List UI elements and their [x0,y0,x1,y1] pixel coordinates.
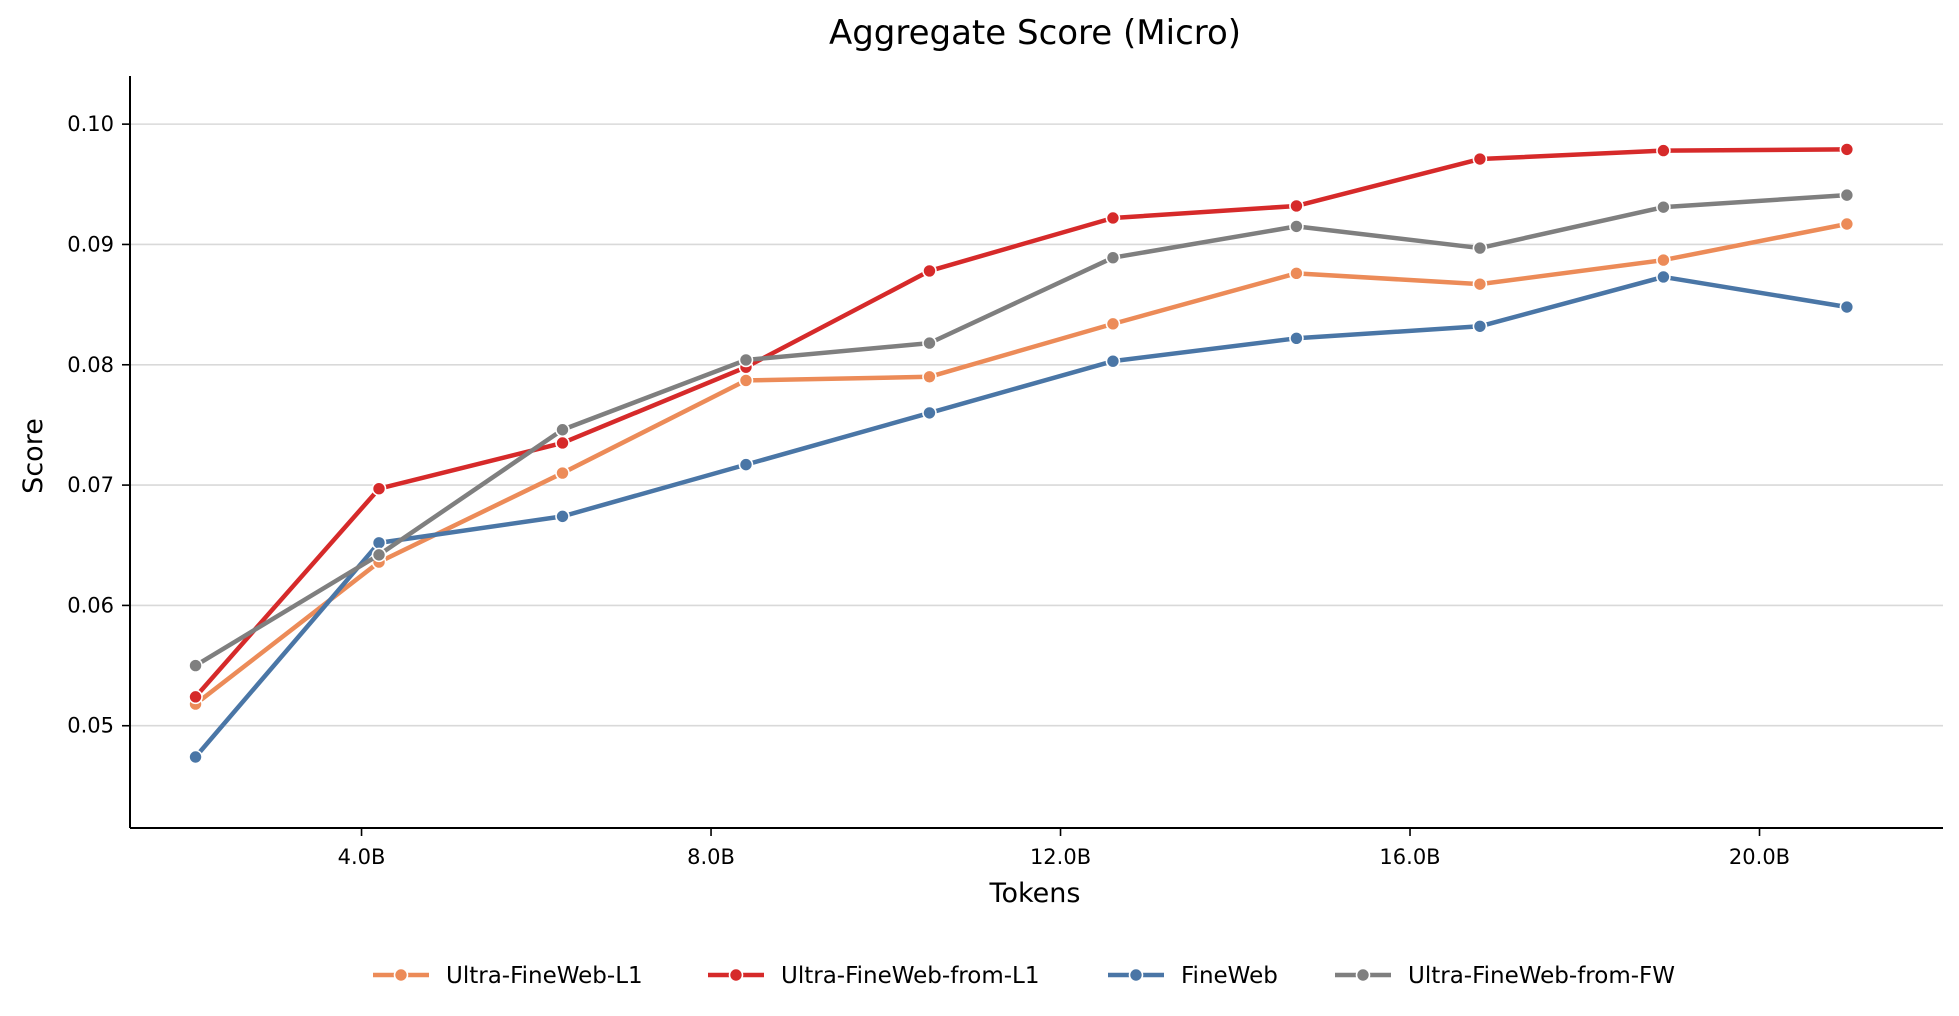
data-point [1289,266,1304,281]
data-point [922,335,937,351]
tick-labels: 0.05 0.06 0.07 0.08 0.09 0.10 4.0B 8.0B 12.0B 16.… [67,112,1790,869]
series-ultra-fineweb-from-fw [188,187,1855,673]
legend-item: FineWeb [1108,963,1278,989]
data-point [371,481,387,496]
x-tick-label: 12.0B [1030,845,1091,869]
data-point [738,373,754,388]
x-tick-label: 4.0B [338,845,386,869]
data-point [1289,330,1304,346]
legend-swatch-marker [728,967,744,983]
legend: Ultra-FineWeb-L1 Ultra-FineWeb-from-L1 Fin… [373,963,1675,989]
data-point [1105,316,1121,332]
data-point [738,457,754,472]
data-point [1472,318,1488,334]
series-line [193,147,1850,700]
legend-swatch-marker [1355,967,1371,983]
data-point [922,369,937,385]
series-ultra-fineweb-l1 [188,216,1855,712]
grid-lines [130,123,1943,727]
data-point [1656,199,1671,215]
data-point [1839,299,1855,315]
y-axis-label: Score [18,418,49,494]
axes [122,76,1943,836]
series-ultra-fineweb-from-l1 [188,142,1855,705]
data-point [555,465,570,481]
data-point [1656,252,1671,268]
data-point [922,263,937,279]
legend-label: Ultra-FineWeb-L1 [446,963,643,989]
y-tick-label: 0.09 [67,232,114,256]
series-line [193,274,1850,760]
data-point [555,435,570,451]
x-tick-label: 16.0B [1379,845,1440,869]
legend-swatch-marker [393,967,409,983]
y-tick-label: 0.06 [67,593,114,617]
data-point [1105,353,1121,369]
data-point [922,405,937,421]
x-tick-label: 20.0B [1729,845,1790,869]
data-point [1656,143,1671,158]
series-line [193,221,1850,707]
y-tick-label: 0.08 [67,353,114,377]
data-point [188,749,203,765]
legend-item: Ultra-FineWeb-from-L1 [708,963,1039,989]
data-point [1289,198,1304,214]
series-lines [188,142,1855,765]
data-point [188,689,203,705]
x-axis-label: Tokens [989,878,1081,909]
chart-title: Aggregate Score (Micro) [829,13,1241,53]
data-point [188,658,203,673]
y-tick-label: 0.10 [67,112,114,136]
data-point [1472,276,1488,292]
series-line [193,192,1850,668]
legend-swatch-marker [1128,967,1144,983]
x-tick-label: 8.0B [687,845,735,869]
data-point [1105,250,1121,265]
legend-item: Ultra-FineWeb-from-FW [1335,963,1675,989]
legend-item: Ultra-FineWeb-L1 [373,963,643,989]
data-point [1839,216,1855,232]
data-point [1472,240,1488,256]
legend-label: FineWeb [1181,963,1278,989]
data-point [1105,210,1121,226]
legend-label: Ultra-FineWeb-from-FW [1408,963,1675,989]
data-point [1289,219,1304,234]
data-point [738,352,754,368]
data-point [1839,142,1855,157]
data-point [371,547,387,563]
legend-label: Ultra-FineWeb-from-L1 [781,963,1039,989]
y-tick-label: 0.07 [67,473,114,497]
data-point [371,535,387,551]
data-point [555,509,570,524]
data-point [1839,187,1855,203]
data-point [555,422,570,438]
y-tick-label: 0.05 [67,714,114,738]
data-point [1656,269,1671,285]
data-point [1472,151,1488,167]
series-fineweb [188,269,1855,765]
